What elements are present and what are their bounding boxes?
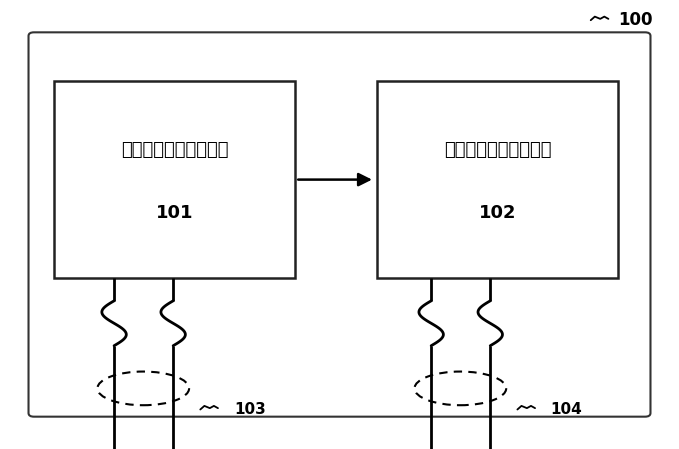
Text: 101: 101 [156, 204, 194, 222]
Text: 透地通信信号发送模块: 透地通信信号发送模块 [122, 141, 229, 159]
FancyBboxPatch shape [377, 81, 618, 278]
FancyBboxPatch shape [54, 81, 295, 278]
Text: 103: 103 [234, 402, 266, 417]
Text: 屏蔽电场电源控制模块: 屏蔽电场电源控制模块 [444, 141, 551, 159]
FancyBboxPatch shape [29, 32, 650, 417]
Text: 100: 100 [618, 11, 653, 29]
Text: 102: 102 [479, 204, 517, 222]
Text: 104: 104 [550, 402, 582, 417]
